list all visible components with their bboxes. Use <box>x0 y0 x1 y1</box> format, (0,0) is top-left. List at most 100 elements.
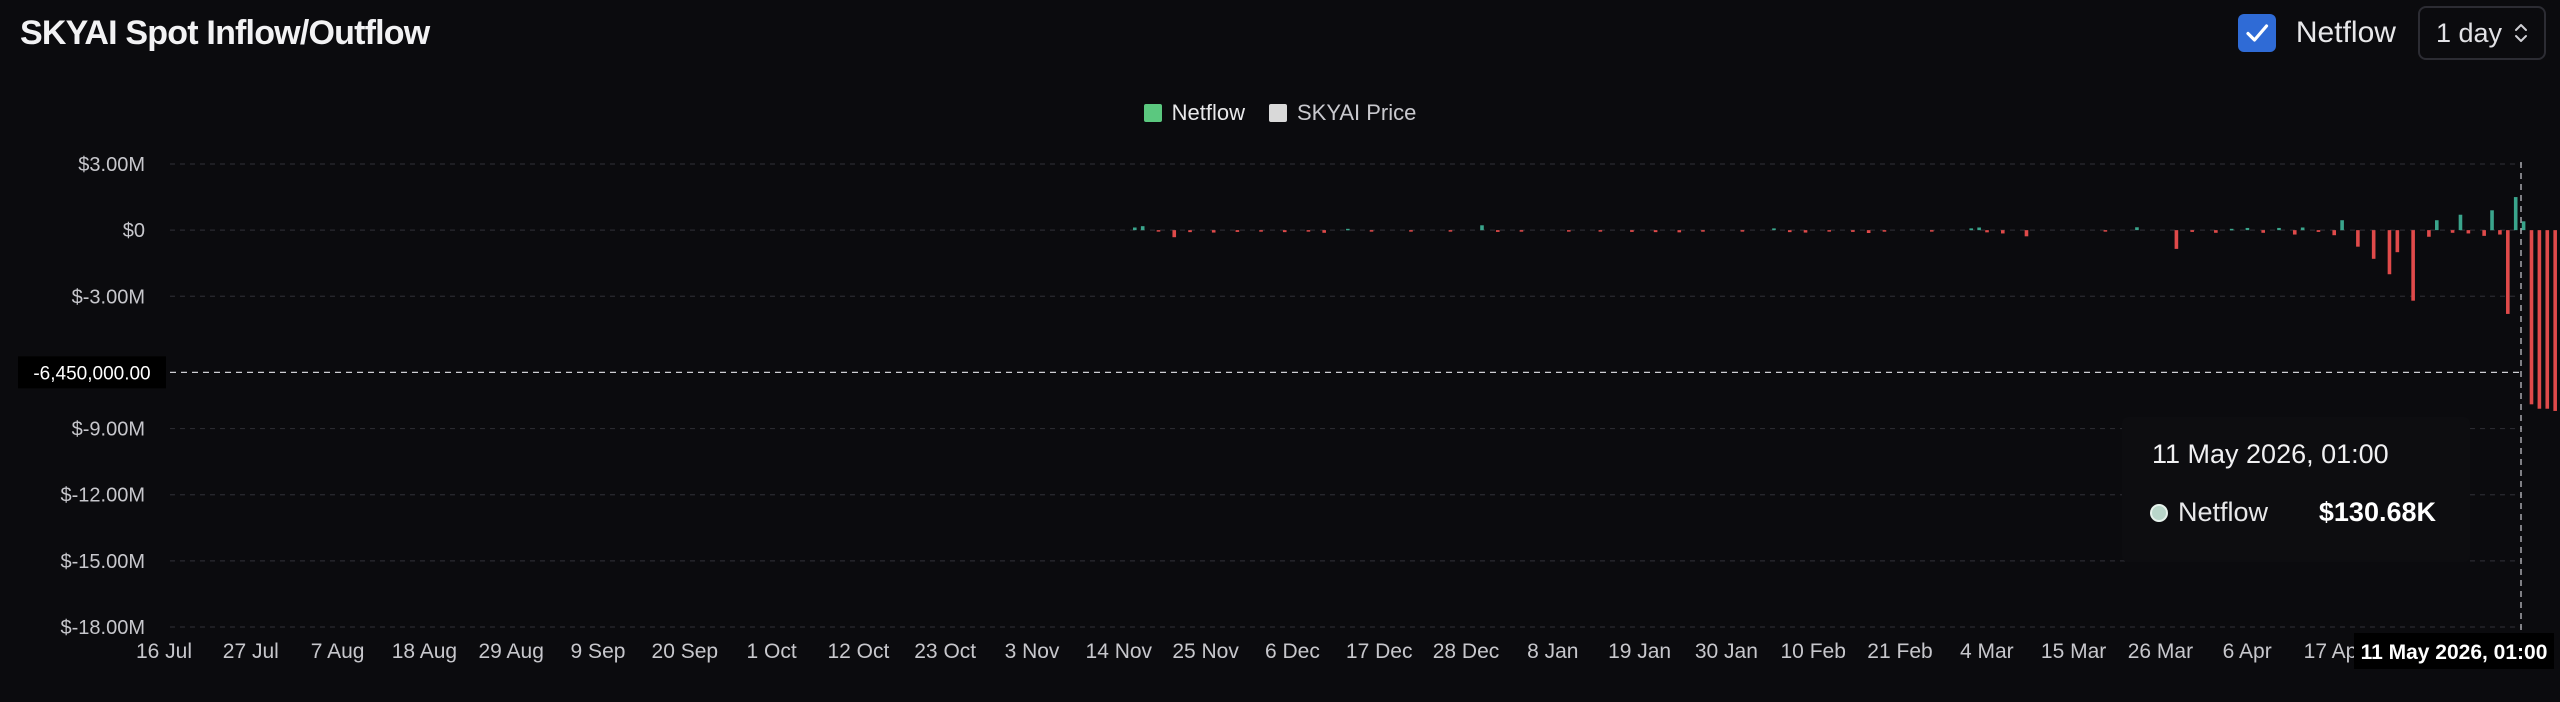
netflow-bar <box>1211 230 1216 233</box>
tooltip-series-name: Netflow <box>2178 497 2269 527</box>
netflow-bar <box>2466 230 2471 234</box>
x-tick-label: 12 Oct <box>827 640 889 663</box>
y-tick-label: $-3.00M <box>72 286 145 308</box>
netflow-bar <box>1235 230 1240 232</box>
netflow-bar <box>1259 230 1263 232</box>
netflow-bar <box>1346 228 1350 231</box>
netflow-toggle[interactable]: Netflow <box>2237 14 2396 52</box>
x-tick-label: 1 Oct <box>747 640 797 663</box>
netflow-bar <box>2356 230 2360 247</box>
netflow-bar <box>1677 230 1682 233</box>
tooltip-value: $130.68K <box>2318 497 2436 527</box>
netflow-bar <box>2371 230 2376 259</box>
netflow-bar <box>1369 230 1374 232</box>
netflow-bar <box>1851 230 1855 232</box>
x-tick-label: 16 Jul <box>136 640 192 663</box>
x-tick-label: 7 Aug <box>311 640 365 663</box>
netflow-bar <box>2458 214 2463 231</box>
netflow-bar <box>2316 230 2321 232</box>
tooltip-date: 11 May 2026, 01:00 <box>2152 439 2389 469</box>
x-tick-label: 29 Aug <box>478 640 543 663</box>
checkmark-icon <box>2246 24 2268 42</box>
netflow-bar <box>2498 230 2502 235</box>
x-tick-label: 3 Nov <box>1005 640 1060 663</box>
netflow-bar <box>1772 228 1776 231</box>
netflow-bar <box>1322 230 1326 233</box>
x-tick-label: 10 Feb <box>1781 640 1846 663</box>
legend-swatch-price <box>1268 104 1287 122</box>
x-tick-label: 30 Jan <box>1695 640 1758 663</box>
interval-select[interactable]: 1 day <box>2417 6 2546 60</box>
x-tick-label: 26 Mar <box>2128 640 2193 663</box>
netflow-bar <box>2292 230 2297 235</box>
netflow-bar <box>2435 220 2439 231</box>
x-tick-label: 17 Dec <box>1346 640 1413 663</box>
netflow-bar <box>1567 230 1571 232</box>
chevron-updown-icon <box>2515 24 2527 42</box>
netflow-bar <box>1598 230 1603 232</box>
x-tick-label: 23 Oct <box>914 640 976 663</box>
x-tick-label: 8 Jan <box>1527 640 1578 663</box>
netflow-bar <box>1140 226 1145 231</box>
x-tick-label: 6 Apr <box>2223 640 2272 663</box>
netflow-bar <box>1519 230 1524 232</box>
netflow-bar <box>2506 230 2510 314</box>
y-tick-label: $-12.00M <box>61 485 146 507</box>
x-tick-label: 17 Apr <box>2304 640 2365 663</box>
netflow-bar <box>2001 230 2005 234</box>
chart-legend: Netflow SKYAI Price <box>0 100 2560 126</box>
netflow-bar <box>1172 230 1177 238</box>
netflow-bar <box>2332 230 2337 236</box>
netflow-bar <box>2245 227 2250 231</box>
x-tick-label: 6 Dec <box>1265 640 1320 663</box>
netflow-bar <box>1740 230 1745 232</box>
netflow-bar <box>1929 230 1934 232</box>
netflow-bar <box>2395 230 2400 253</box>
netflow-bar <box>1969 228 1974 231</box>
netflow-bar <box>2553 230 2557 411</box>
netflow-bar <box>2277 227 2281 231</box>
netflow-bar <box>1409 230 1413 232</box>
tooltip-series-dot <box>2150 503 2168 522</box>
chart-controls: Netflow 1 day <box>2237 6 2546 60</box>
netflow-bar <box>2300 227 2305 231</box>
crosshair-x-label: 11 May 2026, 01:00 <box>2361 641 2548 664</box>
netflow-bar <box>2174 230 2179 249</box>
crosshair-x-label-bg <box>2354 633 2554 669</box>
netflow-checkbox[interactable] <box>2237 14 2276 52</box>
netflow-bar <box>2387 230 2392 275</box>
netflow-bar <box>2482 230 2486 236</box>
netflow-bar <box>1803 230 1808 233</box>
netflow-bar <box>2529 230 2534 405</box>
netflow-bar <box>1495 230 1500 232</box>
tooltip-row: Netflow $130.68K <box>2150 497 2436 528</box>
netflow-bar <box>1133 227 1137 231</box>
crosshair-y-label: -6,450,000.00 <box>33 363 150 384</box>
netflow-bar <box>2190 230 2194 232</box>
x-tick-label: 18 Aug <box>392 640 457 663</box>
x-tick-label: 20 Sep <box>652 640 719 663</box>
netflow-bar <box>2214 230 2218 233</box>
netflow-bar <box>2103 230 2108 232</box>
legend-label-price: SKYAI Price <box>1296 100 1417 125</box>
netflow-bar <box>1480 225 1484 231</box>
y-tick-label: $-15.00M <box>61 551 146 573</box>
netflow-bar <box>2024 230 2029 237</box>
netflow-bar <box>1630 230 1634 232</box>
chart-tooltip: 11 May 2026, 01:00 Netflow $130.68K <box>2122 417 2470 562</box>
x-tick-label: 19 Jan <box>1608 640 1671 663</box>
legend-item-netflow[interactable]: Netflow <box>1143 100 1245 126</box>
netflow-bar <box>1701 230 1705 232</box>
x-tick-label: 25 Nov <box>1172 640 1239 663</box>
netflow-bar <box>1985 230 1989 233</box>
x-tick-label: 4 Mar <box>1960 640 2014 663</box>
y-tick-label: $-18.00M <box>61 617 146 639</box>
netflow-bar <box>1306 230 1311 232</box>
netflow-bar <box>1188 230 1192 233</box>
legend-item-price[interactable]: SKYAI Price <box>1268 100 1417 126</box>
netflow-bar <box>2229 228 2234 231</box>
netflow-bar <box>1882 230 1887 232</box>
x-tick-label: 27 Jul <box>223 640 279 663</box>
crosshair-y-label-bg <box>18 356 166 389</box>
